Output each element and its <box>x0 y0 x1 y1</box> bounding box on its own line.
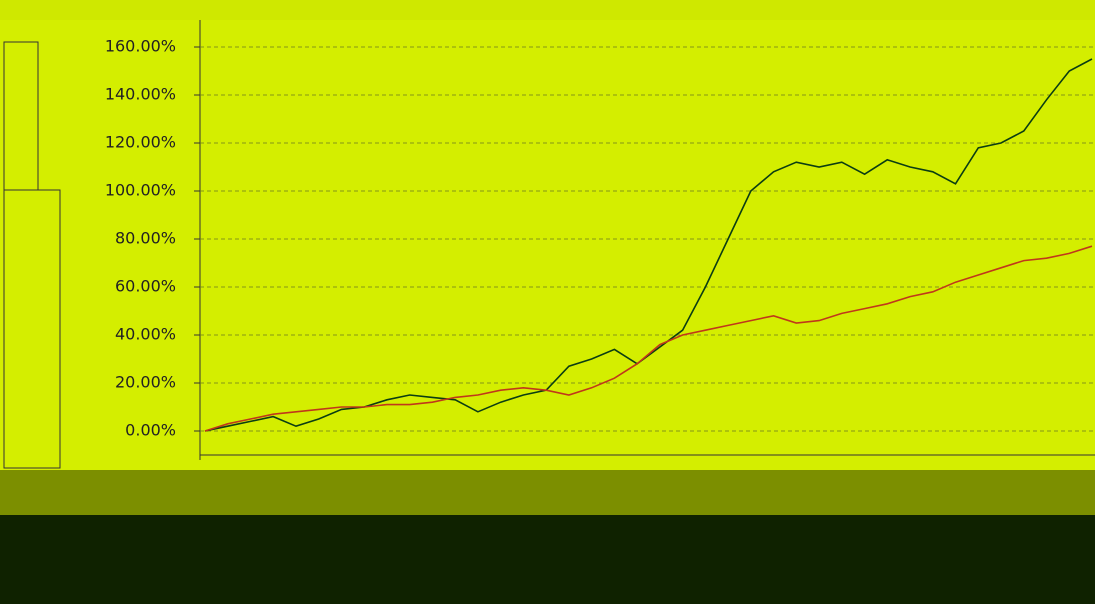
y-tick-label: 20.00% <box>115 373 176 392</box>
footer-band <box>0 515 1095 604</box>
line-series <box>204 58 1093 432</box>
y-tick-label: 120.00% <box>105 133 176 152</box>
y-tick-label: 160.00% <box>105 37 176 56</box>
title-strip <box>0 0 1095 20</box>
y-tick-label: 40.00% <box>115 325 176 344</box>
inset-frame <box>3 189 61 469</box>
y-tick-label: 80.00% <box>115 229 176 248</box>
line-series <box>204 245 1093 432</box>
y-tick-label: 60.00% <box>115 277 176 296</box>
x-axis-strip <box>0 470 1095 515</box>
y-tick-label: 100.00% <box>105 181 176 200</box>
y-tick-label: 0.00% <box>125 421 176 440</box>
y-tick-label: 140.00% <box>105 85 176 104</box>
